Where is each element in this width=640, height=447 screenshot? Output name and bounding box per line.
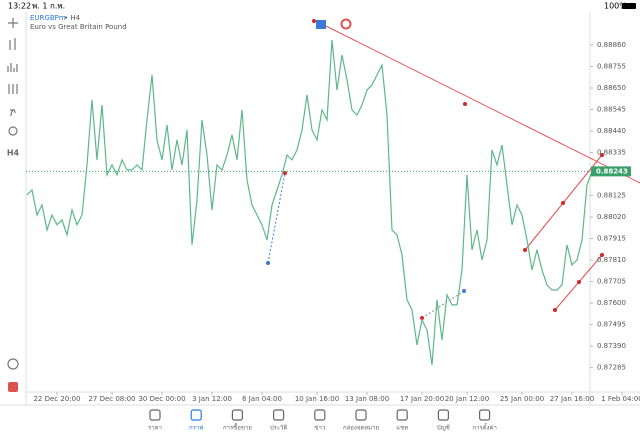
nav-label[interactable]: กล่องจดหมาย xyxy=(343,425,379,432)
nav-label[interactable]: กราฟ xyxy=(189,425,203,432)
symbol-name: EURGBPm xyxy=(30,14,66,22)
status-battery: 100% xyxy=(604,2,627,11)
anchor-point xyxy=(553,308,557,312)
event-icon[interactable] xyxy=(316,20,326,29)
y-tick-label: 0.87390 xyxy=(597,342,626,350)
battery-icon xyxy=(622,3,636,9)
anchor-point xyxy=(462,289,466,293)
x-tick-label: 3 Jan 12:00 xyxy=(192,395,232,403)
nav-icon[interactable] xyxy=(314,409,326,421)
trend-line xyxy=(317,21,640,184)
x-tick-label: 20 Jan 12:00 xyxy=(445,395,489,403)
x-tick-label: 13 Jan 08:00 xyxy=(345,395,389,403)
chart-type-tool[interactable] xyxy=(9,38,16,50)
x-tick-label: 27 Jan 16:00 xyxy=(550,395,594,403)
last-price-box xyxy=(591,166,631,177)
anchor-point xyxy=(600,153,604,157)
x-tick-label: 17 Jan 20:00 xyxy=(400,395,444,403)
y-tick-label: 0.88755 xyxy=(597,62,626,70)
dotted-line xyxy=(421,290,465,319)
price-line xyxy=(26,40,593,366)
y-tick-label: 0.88650 xyxy=(597,84,626,92)
nav-label[interactable]: ราคา xyxy=(148,425,162,432)
symbol-timeframe: • H4 xyxy=(64,14,81,22)
x-tick-label: 25 Jan 00:00 xyxy=(500,395,544,403)
nav-label[interactable]: ข่าว xyxy=(314,425,325,432)
dotted-line xyxy=(267,172,286,264)
nav-icon[interactable] xyxy=(437,409,449,421)
anchor-point xyxy=(312,19,316,23)
timeframe-button[interactable]: H4 xyxy=(7,149,20,158)
status-time: 13:22 xyxy=(8,2,31,11)
y-tick-label: 0.87285 xyxy=(597,364,626,372)
history-tool[interactable] xyxy=(7,358,19,370)
anchor-point xyxy=(523,248,527,252)
anchor-point xyxy=(420,316,424,320)
nav-label[interactable]: การซื้อขาย xyxy=(223,422,252,432)
y-tick-label: 0.87705 xyxy=(597,278,626,286)
nav-label[interactable]: บัญชี xyxy=(437,424,450,432)
x-tick-label: 10 Jan 16:00 xyxy=(295,395,339,403)
indicators-tool[interactable] xyxy=(7,63,18,72)
anchor-point xyxy=(577,280,581,284)
symbol-description: Euro vs Great Britain Pound xyxy=(30,23,127,31)
nav-icon[interactable] xyxy=(149,409,161,421)
y-tick-label: 0.88020 xyxy=(597,213,626,221)
nav-icon[interactable] xyxy=(396,409,408,421)
anchor-point xyxy=(561,201,565,205)
crosshair-tool[interactable] xyxy=(8,18,18,28)
function-tool[interactable] xyxy=(10,109,16,117)
nav-label[interactable]: ประวัติ xyxy=(270,425,288,432)
nav-label[interactable]: แชท xyxy=(396,425,408,432)
bottom-nav[interactable]: ราคา กราฟ การซื้อขาย ประวัติ ข่าว กล่องจดหมาย… xyxy=(0,404,640,432)
status-date: พ. 1 ก.พ. xyxy=(32,2,65,11)
trade-tool[interactable] xyxy=(8,382,18,392)
last-price-label: 0.88243 xyxy=(596,167,628,175)
x-tick-label: 6 Jan 04:00 xyxy=(242,395,282,403)
nav-icon[interactable] xyxy=(190,409,202,421)
x-tick-label: 1 Feb 04:00 xyxy=(601,395,640,403)
left-toolbar[interactable]: H4 xyxy=(7,18,20,392)
nav-icon[interactable] xyxy=(355,409,367,421)
nav-icon[interactable] xyxy=(479,409,491,421)
drawings xyxy=(266,18,640,320)
event-icon[interactable] xyxy=(340,18,352,30)
y-tick-label: 0.87915 xyxy=(597,235,626,243)
settings-tool[interactable] xyxy=(8,84,18,94)
y-tick-label: 0.87600 xyxy=(597,299,626,307)
x-tick-label: 30 Dec 00:00 xyxy=(138,395,185,403)
nav-icon[interactable] xyxy=(231,409,243,421)
x-tick-label: 22 Dec 20:00 xyxy=(33,395,80,403)
nav-icon[interactable] xyxy=(273,409,285,421)
nav-label[interactable]: การตั้งค่า xyxy=(472,422,496,432)
y-tick-label: 0.88545 xyxy=(597,106,626,114)
objects-tool[interactable] xyxy=(8,126,18,136)
anchor-point xyxy=(266,261,270,265)
y-tick-label: 0.87810 xyxy=(597,256,626,264)
anchor-point xyxy=(463,102,467,106)
y-tick-label: 0.88440 xyxy=(597,127,626,135)
y-tick-label: 0.88125 xyxy=(597,192,626,200)
x-tick-label: 27 Dec 08:00 xyxy=(88,395,135,403)
y-tick-label: 0.88335 xyxy=(597,149,626,157)
y-tick-label: 0.88860 xyxy=(597,41,626,49)
anchor-point xyxy=(600,253,604,257)
anchor-point xyxy=(283,171,287,175)
y-tick-label: 0.87495 xyxy=(597,321,626,329)
